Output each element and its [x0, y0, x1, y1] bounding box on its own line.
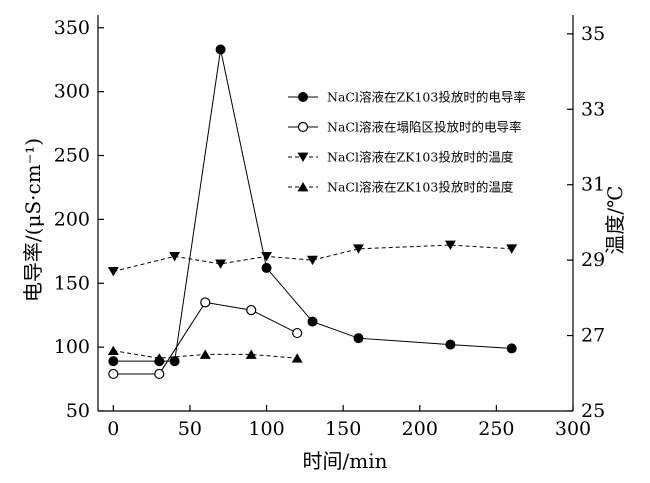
- series-0-point-7: [445, 339, 456, 350]
- y-left-tick-label: 300: [54, 81, 90, 103]
- x-tick-label: 50: [178, 418, 202, 440]
- y-left-tick-label: 50: [66, 400, 90, 422]
- y-right-tick-label: 29: [581, 249, 605, 271]
- series-0-point-5: [307, 316, 318, 327]
- legend-label-0: NaCl溶液在ZK103投放时的电导率: [327, 90, 526, 105]
- legend-marker-3: [297, 182, 309, 192]
- y-left-axis-title: 电导率/(μS·cm⁻¹): [21, 138, 45, 302]
- series-2-point-3: [261, 251, 273, 262]
- x-tick-label: 200: [402, 418, 438, 440]
- series-1-point-1: [154, 368, 165, 380]
- axes-layer: 0 50 100 150 200 250 300 50 100 150 200 250 300 350 25…: [54, 15, 605, 440]
- series-3-point-3: [245, 349, 257, 359]
- series-1-point-0: [108, 368, 119, 380]
- series-line-1: [113, 301, 298, 375]
- y-left-tick-label: 350: [54, 17, 90, 39]
- y-right-tick-label: 27: [581, 325, 605, 347]
- y-left-tick-label: 150: [54, 272, 90, 294]
- series-2-point-6: [444, 240, 456, 251]
- y-left-tick-label: 100: [54, 336, 90, 358]
- series-0-point-8: [506, 343, 517, 354]
- x-tick-label: 250: [478, 418, 514, 440]
- y-left-tick-label: 250: [54, 145, 90, 167]
- series-2-point-0: [107, 267, 119, 277]
- series-0-point-6: [353, 333, 364, 344]
- series-0-point-3: [215, 44, 226, 55]
- y-right-axis-title: 温度/℃: [603, 185, 627, 254]
- x-tick-label: 300: [555, 418, 591, 440]
- series-3-point-0: [107, 345, 119, 356]
- series-0-point-4: [261, 262, 272, 273]
- legend-label-2: NaCl溶液在ZK103投放时的温度: [327, 150, 514, 165]
- y-right-tick-label: 35: [581, 23, 605, 45]
- legend-marker-0: [298, 92, 308, 102]
- series-2-point-7: [506, 244, 518, 254]
- legend-label-3: NaCl溶液在ZK103投放时的温度: [327, 180, 514, 195]
- x-tick-label: 100: [248, 418, 284, 440]
- markers-layer: [107, 44, 518, 380]
- series-2-point-5: [352, 244, 364, 254]
- x-tick-label: 0: [107, 418, 119, 440]
- series-0-point-0: [108, 356, 119, 367]
- x-tick-label: 150: [325, 418, 361, 440]
- series-1-point-4: [292, 327, 303, 339]
- legend-label-1: NaCl溶液在塌陷区投放时的电导率: [327, 120, 521, 135]
- series-0-point-2: [169, 356, 180, 367]
- series-2-point-2: [215, 259, 227, 269]
- series-line-2: [113, 244, 512, 272]
- series-1-point-3: [246, 304, 257, 316]
- series-2-point-1: [169, 251, 181, 262]
- series-2-point-4: [307, 255, 319, 266]
- series-3-point-4: [291, 353, 303, 363]
- y-left-tick-label: 200: [54, 208, 90, 230]
- y-right-tick-label: 33: [581, 98, 605, 120]
- series-3-point-1: [153, 353, 165, 363]
- legend-marker-2: [297, 152, 309, 162]
- series-1-point-2: [200, 297, 211, 308]
- series-3-point-2: [199, 349, 211, 359]
- y-right-tick-label: 25: [581, 400, 605, 422]
- y-right-tick-label: 31: [581, 174, 605, 196]
- legend-marker-1: [297, 121, 309, 133]
- legend: NaCl溶液在ZK103投放时的电导率 NaCl溶液在塌陷区投放时的电导率 NaCl…: [288, 90, 526, 195]
- x-axis-title: 时间/min: [303, 449, 388, 473]
